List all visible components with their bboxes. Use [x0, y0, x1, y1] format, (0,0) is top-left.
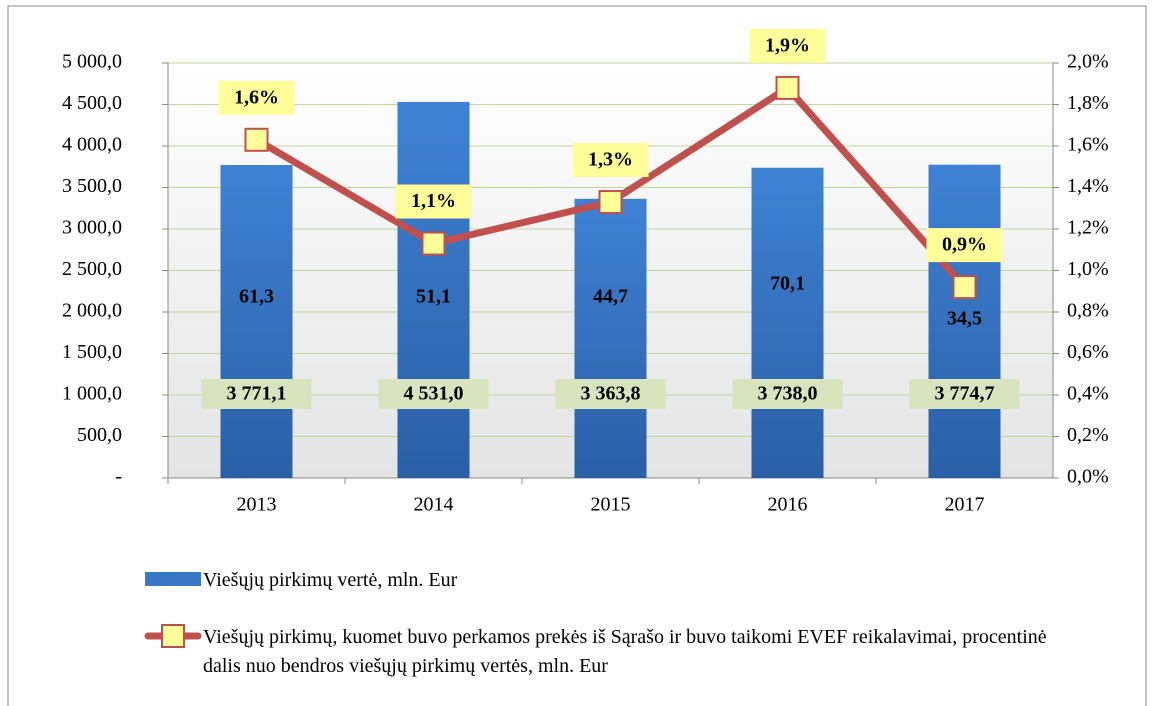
y2-tick-label: 2,0%	[1067, 51, 1109, 73]
y2-tick-label: 0,2%	[1067, 424, 1109, 446]
bar-label-bg	[732, 379, 843, 409]
y-tick-label: 500,0	[77, 424, 122, 446]
y-tick-label: 4 500,0	[62, 92, 122, 114]
y-tick-label: 1 500,0	[62, 341, 122, 363]
marker	[952, 275, 977, 300]
y-tick-label: 5 000,0	[62, 51, 122, 73]
bar-label: 3 363,8	[581, 383, 641, 405]
y-tick-label: 3 500,0	[62, 175, 122, 197]
x-tick-label: 2015	[591, 494, 631, 516]
legend-swatch	[145, 572, 201, 586]
x-tick-label: 2013	[237, 494, 277, 516]
line-label: 0,9%	[942, 234, 987, 256]
y2-tick-label: 1,8%	[1067, 92, 1109, 114]
line-label: 1,6%	[234, 86, 279, 108]
bar	[751, 167, 824, 478]
legend-label: Viešųjų pirkimų, kuomet buvo perkamos pr…	[203, 626, 1047, 677]
y2-tick-label: 1,2%	[1067, 217, 1109, 239]
annotation: 34,5	[947, 308, 982, 330]
y2-tick-label: 0,0%	[1067, 466, 1109, 488]
legend-marker	[161, 624, 185, 648]
y-tick-label: 4 000,0	[62, 134, 122, 156]
legend-label: Viešųjų pirkimų vertė, mln. Eur	[203, 569, 458, 591]
bar	[220, 164, 293, 478]
bar	[574, 198, 647, 478]
marker	[421, 231, 446, 256]
y-tick-label: 1 000,0	[62, 383, 122, 405]
bar-label: 3 774,7	[935, 383, 995, 405]
y2-tick-label: 1,4%	[1067, 175, 1109, 197]
annotation: 61,3	[239, 286, 274, 308]
line-label-bg	[749, 28, 826, 63]
y2-tick-label: 0,4%	[1067, 383, 1109, 405]
bar	[397, 101, 470, 478]
line-label: 1,3%	[588, 149, 633, 171]
marker	[598, 190, 623, 215]
line-label-bg	[926, 228, 1003, 263]
line-label: 1,9%	[765, 34, 810, 56]
bar-label: 4 531,0	[404, 383, 464, 405]
y-tick-label: 2 500,0	[62, 258, 122, 280]
annotation: 70,1	[770, 273, 805, 295]
x-tick-label: 2017	[945, 494, 985, 516]
y-tick-label: 3 000,0	[62, 217, 122, 239]
bar-label-bg	[909, 379, 1020, 409]
line-label: 1,1%	[411, 190, 456, 212]
y2-tick-label: 0,6%	[1067, 341, 1109, 363]
bar	[928, 164, 1001, 479]
bar-label-bg	[555, 379, 666, 409]
line-label-bg	[395, 184, 472, 219]
annotation: 51,1	[416, 286, 451, 308]
bar-label: 3 738,0	[758, 383, 818, 405]
frame	[7, 5, 1147, 706]
x-tick-label: 2016	[768, 494, 808, 516]
bar-label: 3 771,1	[227, 383, 287, 405]
y-tick-label: 2 000,0	[62, 300, 122, 322]
marker	[775, 75, 800, 100]
y-tick-label: -	[115, 466, 122, 488]
bar-label-bg	[201, 379, 312, 409]
line-label-bg	[218, 80, 295, 115]
y2-tick-label: 0,8%	[1067, 300, 1109, 322]
marker	[244, 127, 269, 152]
x-tick-label: 2014	[414, 494, 454, 516]
bar-label-bg	[378, 379, 489, 409]
annotation: 44,7	[593, 286, 628, 308]
y2-tick-label: 1,0%	[1067, 258, 1109, 280]
y2-tick-label: 1,6%	[1067, 134, 1109, 156]
line-label-bg	[572, 143, 649, 178]
